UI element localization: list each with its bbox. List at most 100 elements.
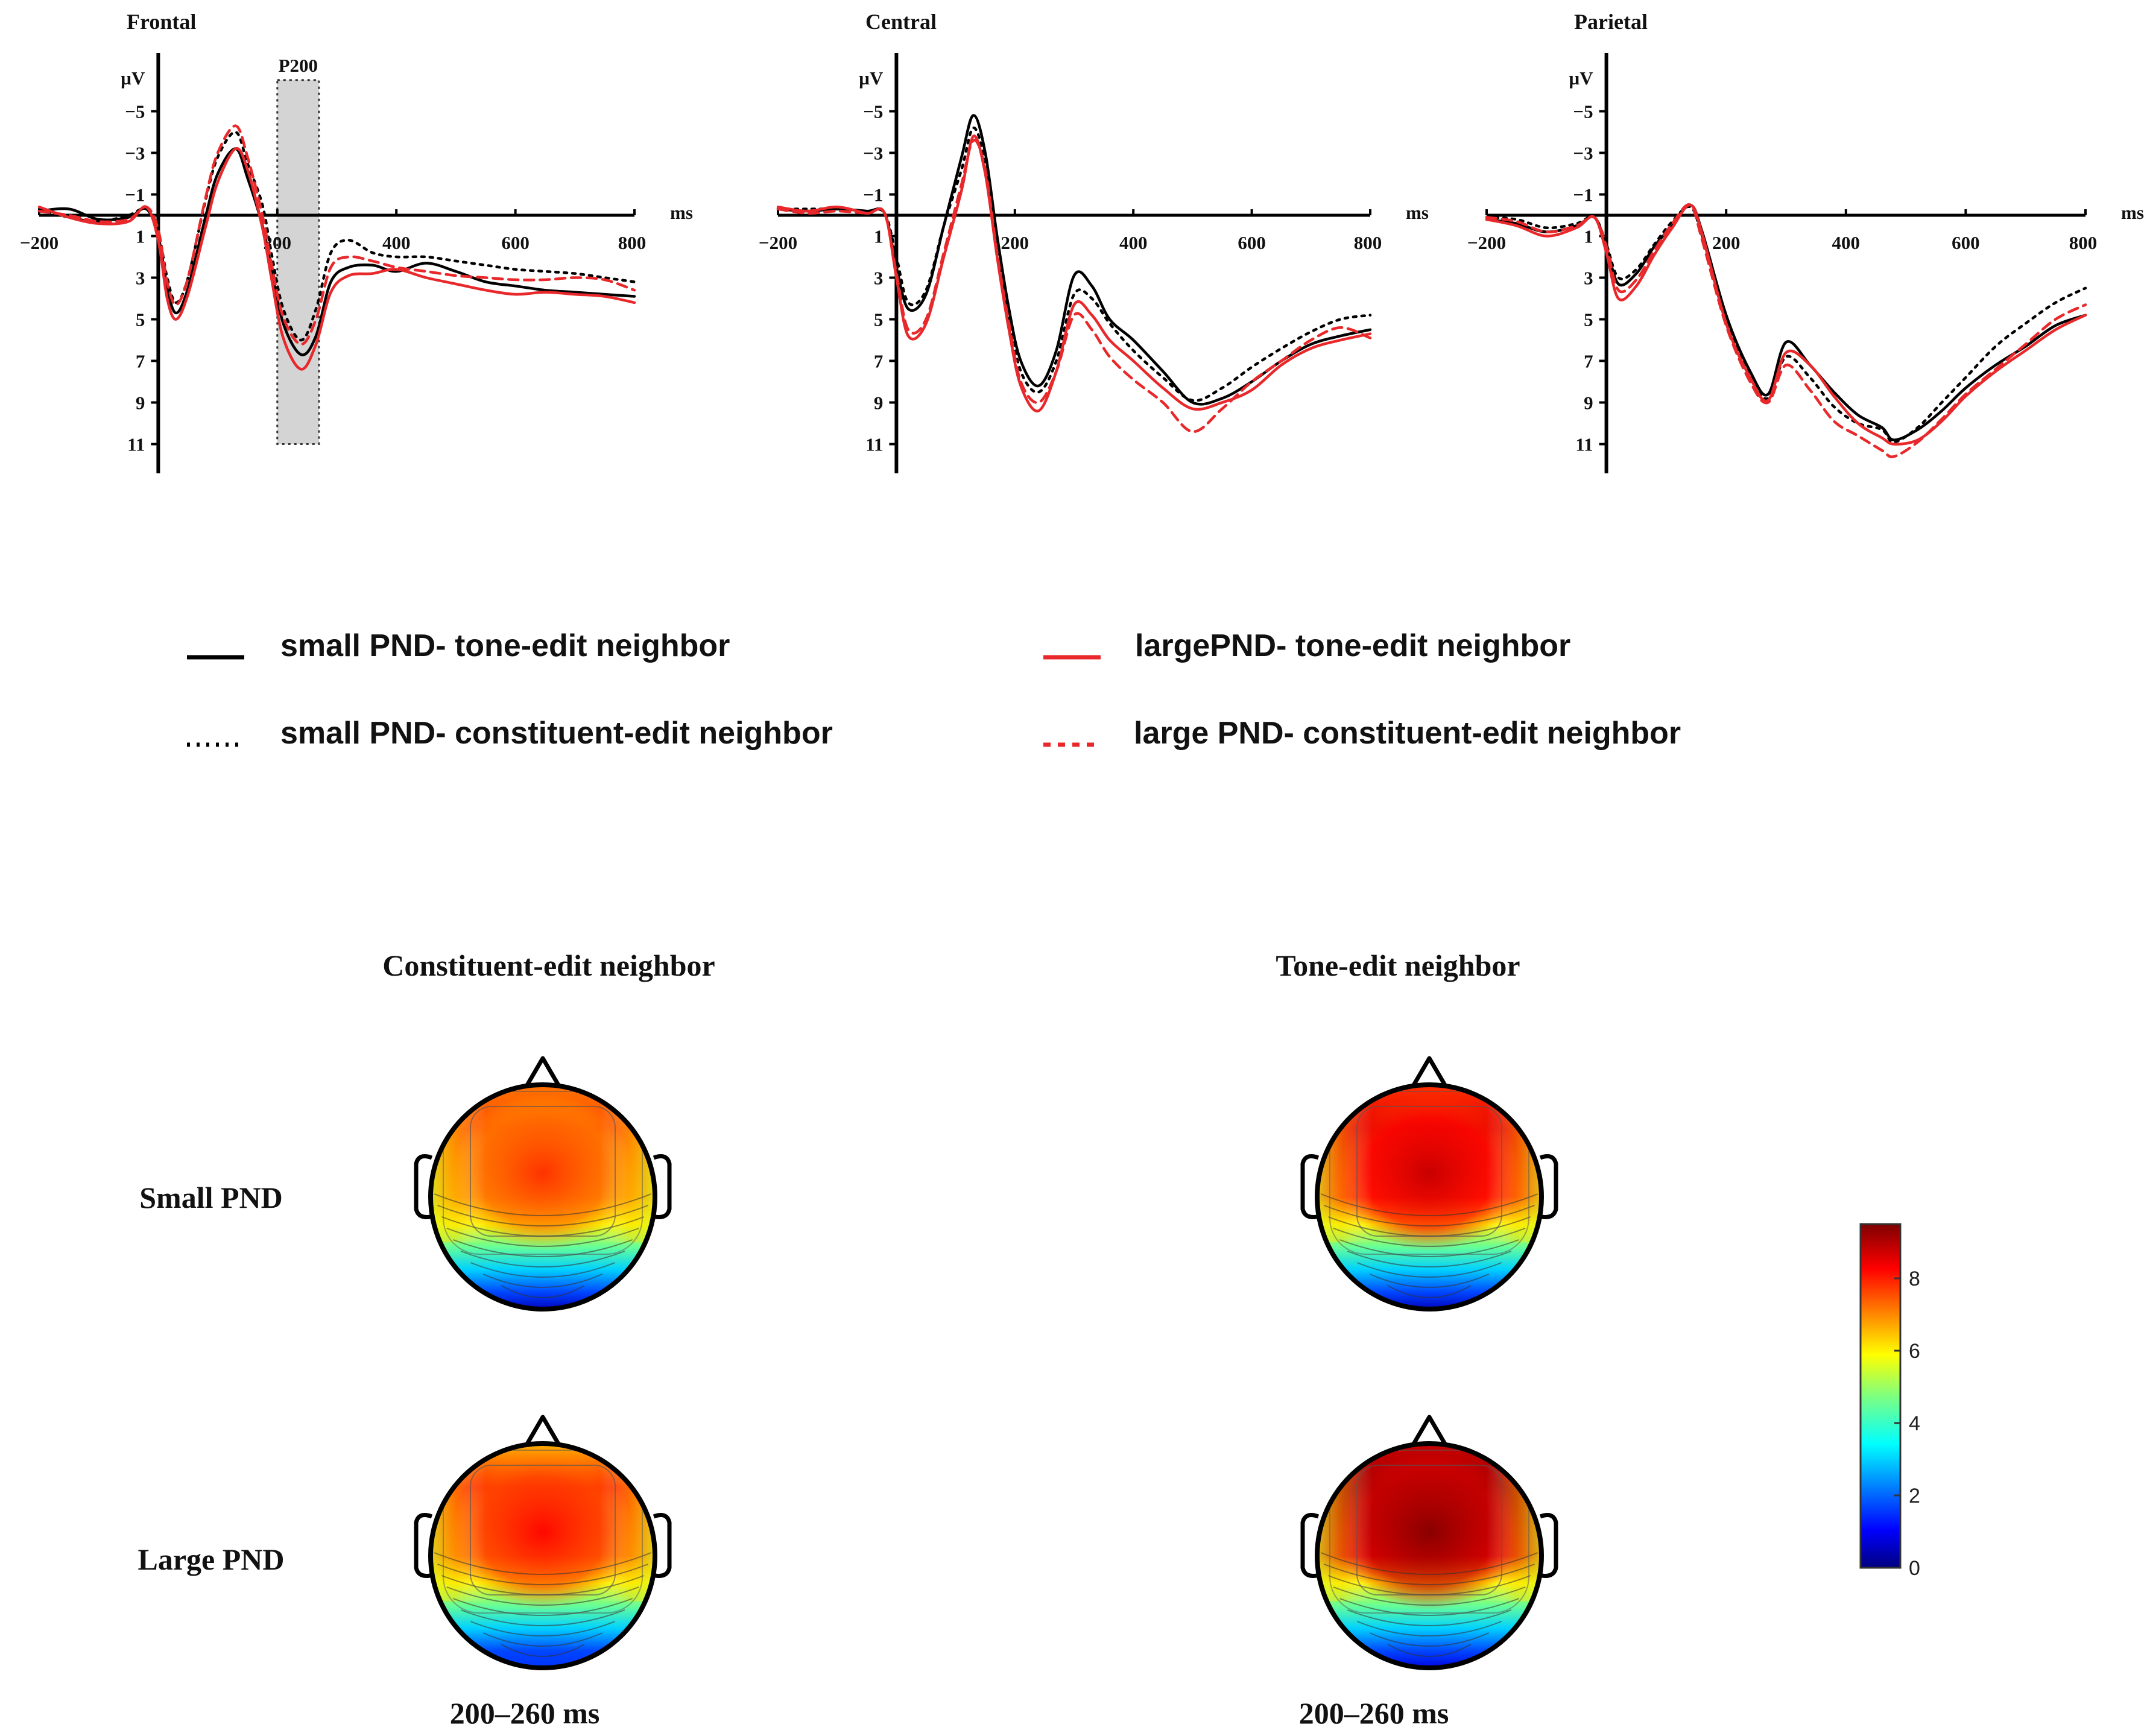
- topomap: [414, 1415, 672, 1670]
- topo-row-title: Small PND: [139, 1181, 283, 1214]
- x-tick-label: 400: [1119, 232, 1148, 253]
- series-line-2: [776, 126, 1372, 402]
- topography-panels: Constituent-edit neighbor Tone-edit neigh…: [138, 948, 1920, 1730]
- colorbar: 0 2 4 6 8: [1859, 1223, 1920, 1580]
- legend: small PND- tone-edit neighbor small PND- …: [187, 628, 1681, 751]
- colorbar-tick-label: 6: [1909, 1340, 1920, 1363]
- y-tick-label: −1: [125, 185, 145, 206]
- y-tick-label: −3: [125, 143, 145, 164]
- series-line-4: [37, 124, 636, 346]
- topo-column-title: Tone-edit neighbor: [1276, 948, 1520, 982]
- legend-label: small PND- constituent-edit neighbor: [280, 716, 833, 751]
- x-axis-unit: ms: [1406, 202, 1429, 223]
- series-line-1: [37, 147, 636, 356]
- y-tick-label: 11: [127, 434, 145, 455]
- y-tick-label: 9: [874, 393, 884, 414]
- x-tick-label: −200: [759, 232, 797, 253]
- y-tick-label: 9: [1584, 393, 1593, 414]
- colorbar-tick-label: 0: [1909, 1557, 1920, 1580]
- x-axis-unit: ms: [2121, 202, 2144, 223]
- legend-label: largePND- tone-edit neighbor: [1135, 628, 1570, 663]
- legend-entry-2: small PND- constituent-edit neighbor: [187, 716, 833, 751]
- y-tick-label: 7: [136, 351, 145, 372]
- y-axis-unit: µV: [121, 68, 145, 89]
- y-axis-unit: µV: [859, 68, 884, 89]
- head-outline: [428, 1082, 657, 1311]
- colorbar-tick-label: 4: [1909, 1412, 1920, 1435]
- colorbar-tick-label: 8: [1909, 1267, 1920, 1290]
- series-line-1: [1485, 203, 2087, 441]
- right-ear: [652, 1154, 672, 1219]
- head-outline: [1315, 1441, 1544, 1670]
- nose: [523, 1056, 562, 1088]
- left-ear: [1300, 1154, 1320, 1219]
- y-tick-label: 11: [865, 434, 883, 455]
- y-tick-label: −5: [1573, 101, 1593, 122]
- nose: [1410, 1415, 1449, 1447]
- legend-entry-1: small PND- tone-edit neighbor: [187, 628, 730, 663]
- legend-label: small PND- tone-edit neighbor: [280, 628, 730, 663]
- left-ear: [414, 1513, 434, 1578]
- x-tick-label: 600: [1952, 232, 1980, 253]
- x-tick-label: 600: [1238, 232, 1266, 253]
- y-tick-label: 7: [874, 351, 884, 372]
- legend-label: large PND- constituent-edit neighbor: [1134, 716, 1681, 751]
- legend-entry-3: largePND- tone-edit neighbor: [1043, 628, 1570, 663]
- topo-row-title: Large PND: [138, 1542, 285, 1576]
- x-tick-label: 600: [501, 232, 530, 253]
- p200-label: P200: [279, 55, 318, 76]
- topomap: [414, 1056, 672, 1311]
- x-tick-label: −200: [1467, 232, 1506, 253]
- y-tick-label: −5: [125, 101, 145, 122]
- y-tick-label: 1: [136, 226, 145, 247]
- erp-panel-parietal: Parietal −5 −3 −1 1 3 5 7 9 11 µV −200 200 400 600 800 m…: [1467, 10, 2144, 473]
- y-tick-label: −5: [863, 101, 883, 122]
- x-tick-label: 800: [1354, 232, 1382, 253]
- y-tick-label: 1: [1584, 226, 1593, 247]
- colorbar-tick-label: 2: [1909, 1485, 1920, 1507]
- topo-time-window: 200–260 ms: [1299, 1696, 1449, 1730]
- y-axis-unit: µV: [1569, 68, 1593, 89]
- panel-title: Central: [865, 10, 937, 34]
- erp-panel-central: Central −5 −3 −1 1 3 5 7 9 11 µV −200 200 400 600 800 ms: [759, 10, 1429, 473]
- y-tick-label: 1: [874, 226, 884, 247]
- topo-column-title: Constituent-edit neighbor: [382, 948, 715, 982]
- x-tick-label: 800: [2069, 232, 2098, 253]
- y-tick-label: −3: [863, 143, 883, 164]
- y-tick-label: −3: [1573, 143, 1593, 164]
- x-tick-label: 400: [1832, 232, 1861, 253]
- y-tick-label: −1: [863, 185, 883, 206]
- topomap: [1300, 1415, 1558, 1670]
- y-tick-label: 11: [1575, 434, 1593, 455]
- series-line-3: [37, 147, 636, 371]
- x-axis-unit: ms: [670, 202, 693, 223]
- x-tick-label: 200: [1001, 232, 1029, 253]
- p200-window: [276, 79, 320, 445]
- series-line-3: [1485, 203, 2087, 446]
- topo-time-window: 200–260 ms: [450, 1696, 600, 1730]
- nose: [1410, 1056, 1449, 1088]
- series-line-4: [776, 139, 1372, 434]
- y-tick-label: 3: [874, 268, 884, 289]
- colorbar-gradient: [1859, 1223, 1902, 1569]
- head-outline: [1315, 1082, 1544, 1311]
- right-ear: [1538, 1513, 1558, 1578]
- x-tick-label: 800: [618, 232, 647, 253]
- y-tick-label: 3: [136, 268, 145, 289]
- series-line-4: [1485, 203, 2087, 458]
- y-tick-label: −1: [1573, 185, 1593, 206]
- x-tick-label: 400: [382, 232, 411, 253]
- panel-title: Parietal: [1574, 10, 1648, 34]
- y-tick-label: 5: [874, 309, 884, 330]
- y-tick-label: 5: [1584, 309, 1593, 330]
- panel-title: Frontal: [127, 10, 196, 34]
- x-tick-label: −200: [20, 232, 58, 253]
- right-ear: [1538, 1154, 1558, 1219]
- y-tick-label: 7: [1584, 351, 1593, 372]
- nose: [523, 1415, 562, 1447]
- y-tick-label: 9: [136, 393, 145, 414]
- left-ear: [414, 1154, 434, 1219]
- topomap: [1300, 1056, 1558, 1311]
- y-tick-label: 5: [136, 309, 145, 330]
